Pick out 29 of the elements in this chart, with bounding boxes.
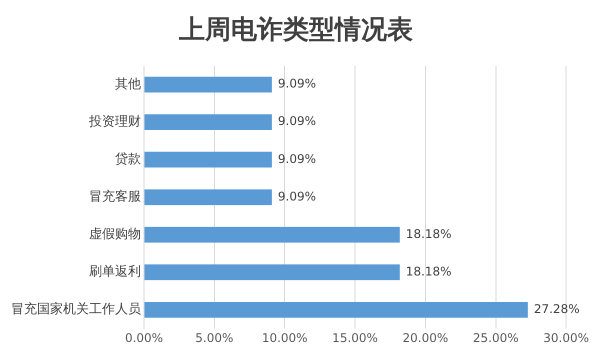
x-tick-label: 20.00% xyxy=(402,330,448,345)
y-tick-label: 冒充国家机关工作人员 xyxy=(11,301,141,318)
y-tick-label: 投资理财 xyxy=(88,114,141,130)
bar xyxy=(144,302,528,318)
data-label: 9.09% xyxy=(278,76,316,91)
bar xyxy=(144,264,400,280)
data-label: 9.09% xyxy=(278,152,316,166)
y-tick-label: 冒充客服 xyxy=(89,188,141,205)
data-label: 18.18% xyxy=(406,226,452,241)
x-tick-label: 5.00% xyxy=(195,330,234,345)
data-label: 18.18% xyxy=(406,264,452,278)
x-tick-label: 15.00% xyxy=(332,330,378,345)
y-tick-label: 虚假购物 xyxy=(89,227,141,242)
bar xyxy=(144,152,272,168)
y-tick-label: 其他 xyxy=(115,76,141,92)
bar xyxy=(144,114,272,130)
bar xyxy=(144,189,272,206)
x-tick-label: 25.00% xyxy=(472,330,519,345)
data-label: 9.09% xyxy=(278,114,316,128)
bar xyxy=(144,226,400,243)
x-tick-label: 0.00% xyxy=(124,330,164,345)
bar xyxy=(144,76,272,92)
y-tick-label: 贷款 xyxy=(115,152,141,168)
y-tick-label: 刷单返利 xyxy=(89,264,141,280)
data-label: 27.28% xyxy=(534,302,580,316)
data-label: 9.09% xyxy=(278,189,316,204)
x-tick-label: 30.00% xyxy=(543,330,590,345)
x-tick-label: 10.00% xyxy=(262,330,308,345)
chart-title: 上周电诈类型情况表 xyxy=(178,14,414,47)
